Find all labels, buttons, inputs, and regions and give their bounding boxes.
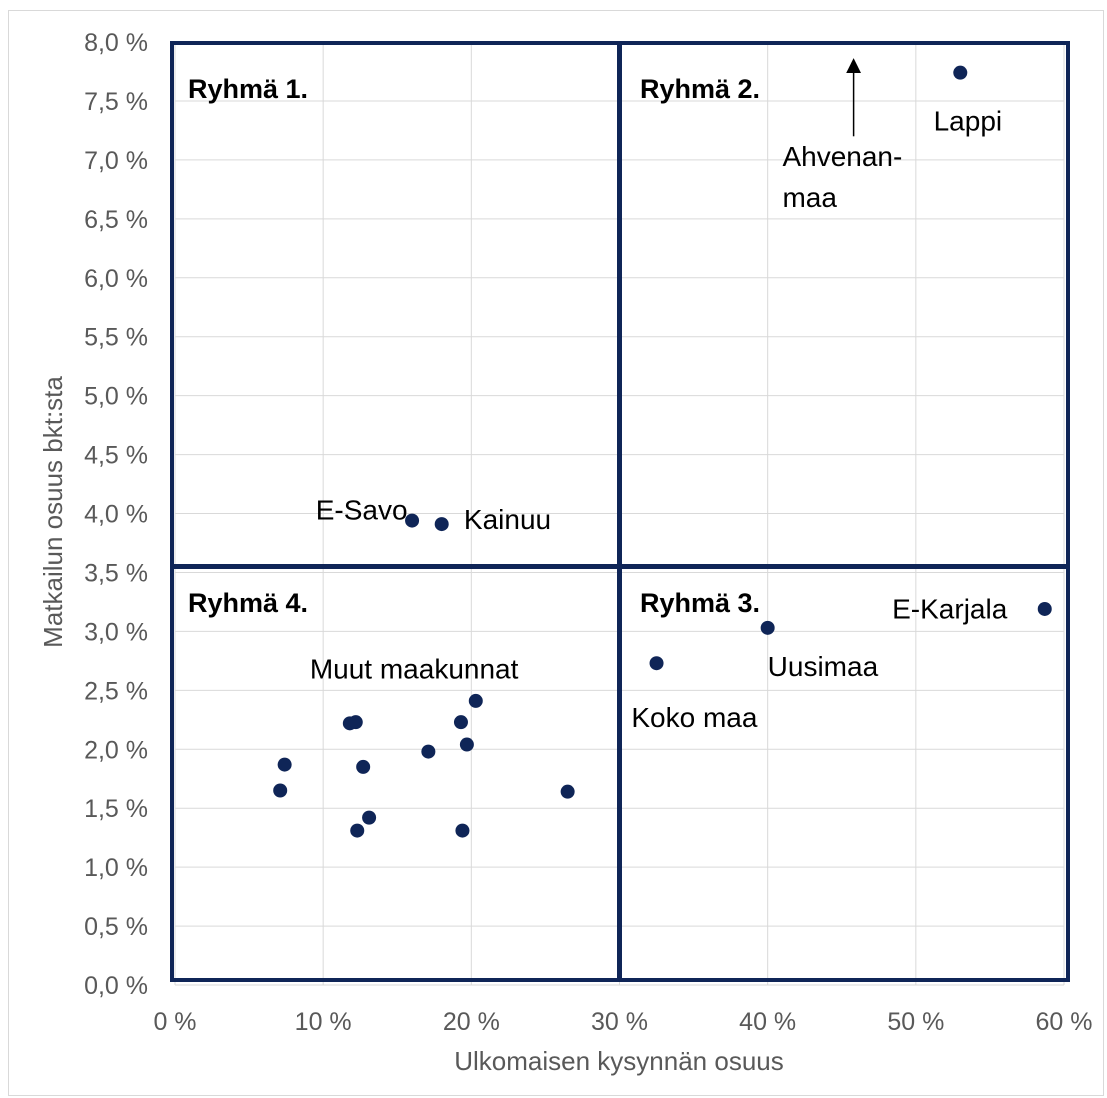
point-kainuu [434,517,449,532]
point-uusimaa [760,620,775,635]
y-axis-ticks: 0,0 % 0,5 % 1,0 % 1,5 % 2,0 % 2,5 % 3,0 % 3,5 %… [84,29,148,1000]
y-tick-label: 3,0 % [84,618,148,646]
point [356,759,371,774]
y-axis-title: Matkailun osuus bkt:sta [38,376,68,648]
annotation-lappi: Lappi [934,105,1003,136]
point [362,810,377,825]
y-tick-label: 4,5 % [84,442,148,470]
y-tick-label: 8,0 % [84,29,148,57]
point-lappi [953,65,968,80]
point [277,757,292,772]
y-tick-label: 7,5 % [84,88,148,116]
x-tick-label: 0 % [153,1008,196,1036]
point [421,744,436,759]
annotation-maa: maa [782,182,837,213]
y-tick-label: 1,0 % [84,854,148,882]
annotation-koko-maa: Koko maa [631,702,757,733]
chart-frame [8,10,1104,1096]
annotation-kainuu: Kainuu [464,504,551,535]
y-tick-label: 1,5 % [84,795,148,823]
quadrant-boxes [170,41,1070,982]
annotation-ahvenan: Ahvenan- [782,141,902,172]
x-axis-title: Ulkomaisen kysynnän osuus [454,1046,784,1076]
group-label-top-right: Ryhmä 2. [640,74,760,104]
point [453,715,468,730]
y-tick-label: 3,5 % [84,559,148,587]
annotation-uusimaa: Uusimaa [768,651,879,682]
group-label-bottom-right: Ryhmä 3. [640,588,760,618]
point [350,823,365,838]
group-label-bottom-left: Ryhmä 4. [188,588,308,618]
point-muut-maakunnat [468,693,483,708]
x-tick-label: 60 % [1036,1008,1093,1036]
point [459,737,474,752]
y-tick-label: 0,0 % [84,972,148,1000]
x-tick-label: 50 % [887,1008,944,1036]
point-e-savo [405,513,420,528]
annotation-muut-maakunnat: Muut maakunnat [310,654,519,685]
x-axis-ticks: 0 % 10 % 20 % 30 % 40 % 50 % 60 % [153,1008,1092,1036]
x-tick-label: 40 % [739,1008,796,1036]
point-koko-maa [649,656,664,671]
point [273,783,288,798]
data-points [273,65,1052,838]
annotation-e-savo: E-Savo [316,494,408,525]
x-tick-label: 30 % [591,1008,648,1036]
point [560,784,575,799]
x-tick-label: 10 % [295,1008,352,1036]
x-tick-label: 20 % [443,1008,500,1036]
y-tick-label: 7,0 % [84,147,148,175]
group-label-top-left: Ryhmä 1. [188,74,308,104]
y-tick-label: 5,5 % [84,324,148,352]
y-tick-label: 4,0 % [84,501,148,529]
point [348,715,363,730]
annotation-e-karjala: E-Karjala [892,593,1008,624]
y-tick-label: 6,0 % [84,265,148,293]
point [455,823,470,838]
y-tick-label: 0,5 % [84,913,148,941]
group-labels: Ryhmä 1. Ryhmä 2. Ryhmä 3. Ryhmä 4. [188,74,760,618]
point-annotations: Ahvenan-maa Lappi E-Savo Kainuu E-Karjala Uus… [310,105,1008,732]
y-tick-label: 2,0 % [84,736,148,764]
y-tick-label: 2,5 % [84,677,148,705]
y-tick-label: 6,5 % [84,206,148,234]
point-e-karjala [1037,601,1052,616]
y-tick-label: 5,0 % [84,383,148,411]
